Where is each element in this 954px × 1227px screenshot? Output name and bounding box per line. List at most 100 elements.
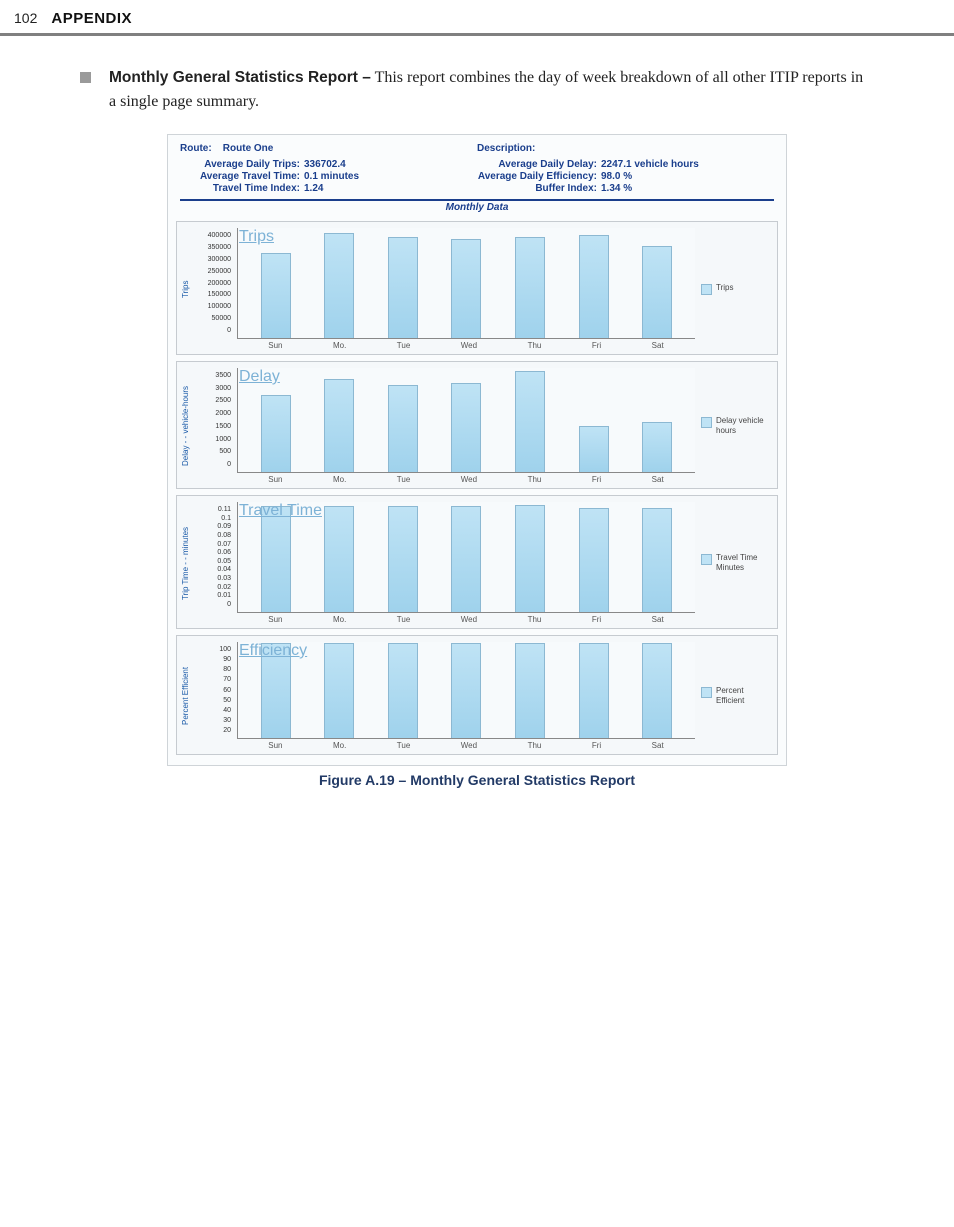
charts-container: TripsTrips400000350000300000250000200000… xyxy=(176,221,778,755)
x-tick: Sun xyxy=(268,341,282,350)
bar xyxy=(451,239,481,338)
x-tick: Wed xyxy=(461,341,477,350)
bars-group xyxy=(238,228,695,338)
bar xyxy=(324,506,354,612)
stat-value: 2247.1 vehicle hours xyxy=(601,159,699,170)
stat-line: Average Daily Delay:2247.1 vehicle hours xyxy=(477,159,774,170)
bullet-item: Monthly General Statistics Report – This… xyxy=(80,66,874,114)
monthly-data-heading: Monthly Data xyxy=(180,199,774,213)
legend-item: Travel Time Minutes xyxy=(701,553,773,572)
y-tick: 100000 xyxy=(193,303,231,310)
y-tick: 70 xyxy=(193,676,231,683)
x-tick: Tue xyxy=(397,475,411,484)
y-tick: 250000 xyxy=(193,268,231,275)
bar xyxy=(388,237,418,338)
legend-swatch-icon xyxy=(701,554,712,565)
y-tick: 0 xyxy=(193,461,231,468)
stat-label: Average Daily Efficiency: xyxy=(477,171,601,182)
chart-overlay-title: Delay xyxy=(239,368,280,386)
bar xyxy=(515,505,545,612)
bar xyxy=(261,395,291,472)
bar xyxy=(515,371,545,472)
y-tick: 90 xyxy=(193,656,231,663)
x-tick: Mo. xyxy=(333,341,346,350)
stat-label: Average Daily Trips: xyxy=(180,159,304,170)
x-tick: Wed xyxy=(461,475,477,484)
square-bullet-icon xyxy=(80,72,91,83)
x-ticks: Sun Mo. Tue Wed Thu Fri Sat xyxy=(237,473,695,484)
stat-value: 1.24 xyxy=(304,183,323,194)
x-tick: Sun xyxy=(268,475,282,484)
bar xyxy=(642,643,672,738)
y-tick: 20 xyxy=(193,727,231,734)
stat-value: 0.1 minutes xyxy=(304,171,359,182)
y-tick: 500 xyxy=(193,448,231,455)
x-tick: Fri xyxy=(592,475,601,484)
stat-line: Buffer Index:1.34 % xyxy=(477,183,774,194)
stat-value: 1.34 % xyxy=(601,183,632,194)
stat-label: Average Daily Delay: xyxy=(477,159,601,170)
route-value: Route One xyxy=(223,143,274,154)
chart-panel: TripsTrips400000350000300000250000200000… xyxy=(176,221,778,355)
chart-inner: Delay3500300025002000150010005000SunMo.T… xyxy=(193,368,695,484)
bars-group xyxy=(238,368,695,472)
stats-right: Average Daily Delay:2247.1 vehicle hours… xyxy=(477,158,774,195)
stat-value: 336702.4 xyxy=(304,159,346,170)
bar xyxy=(515,237,545,338)
stat-line: Travel Time Index:1.24 xyxy=(180,183,477,194)
y-tick: 0.09 xyxy=(193,523,231,530)
bar xyxy=(515,643,545,738)
y-tick: 0.11 xyxy=(193,506,231,513)
bullet-title: Monthly General Statistics Report – xyxy=(109,69,371,86)
bar xyxy=(451,383,481,472)
legend-item: Percent Efficient xyxy=(701,686,773,705)
y-tick: 400000 xyxy=(193,232,231,239)
x-tick: Sat xyxy=(652,475,664,484)
bar xyxy=(579,426,609,472)
chart-overlay-title: Efficiency xyxy=(239,642,307,660)
chart-legend: Travel Time Minutes xyxy=(695,502,773,624)
y-tick: 150000 xyxy=(193,291,231,298)
y-tick: 0.05 xyxy=(193,558,231,565)
y-tick: 350000 xyxy=(193,244,231,251)
page-header: 102 APPENDIX xyxy=(0,0,954,36)
y-ticks: 0.110.10.090.080.070.060.050.040.030.020… xyxy=(193,506,231,608)
legend-label: Trips xyxy=(716,283,733,293)
plot-area xyxy=(237,368,695,473)
y-tick: 0.06 xyxy=(193,549,231,556)
stat-label: Average Travel Time: xyxy=(180,171,304,182)
y-tick: 0.04 xyxy=(193,566,231,573)
x-tick: Sat xyxy=(652,341,664,350)
y-tick: 0 xyxy=(193,601,231,608)
bar xyxy=(324,379,354,472)
legend-item: Delay vehicle hours xyxy=(701,416,773,435)
y-tick: 50 xyxy=(193,697,231,704)
report-header: Route: Route One Description: Average Da… xyxy=(176,143,778,215)
figure-caption: Figure A.19 – Monthly General Statistics… xyxy=(167,772,787,788)
stat-line: Average Daily Efficiency:98.0 % xyxy=(477,171,774,182)
x-tick: Mo. xyxy=(333,475,346,484)
y-tick: 40 xyxy=(193,707,231,714)
x-ticks: SunMo.TueWedThuFriSat xyxy=(237,739,695,750)
y-tick: 0.02 xyxy=(193,584,231,591)
x-tick: Sat xyxy=(652,615,664,624)
page-number: 102 xyxy=(14,10,37,26)
x-tick: Mo. xyxy=(333,615,346,624)
y-tick: 0.01 xyxy=(193,592,231,599)
y-axis-label: Trips xyxy=(181,228,193,350)
x-tick: Sun xyxy=(268,615,282,624)
x-tick: Fri xyxy=(592,741,601,750)
bullet-paragraph: Monthly General Statistics Report – This… xyxy=(109,66,874,114)
x-tick: Sat xyxy=(652,741,664,750)
x-tick: Thu xyxy=(528,475,542,484)
content-body: Monthly General Statistics Report – This… xyxy=(0,36,954,816)
y-tick: 2000 xyxy=(193,410,231,417)
y-tick: 200000 xyxy=(193,280,231,287)
stat-line: Average Travel Time:0.1 minutes xyxy=(180,171,477,182)
x-tick: Sun xyxy=(268,741,282,750)
bar xyxy=(579,235,609,338)
y-ticks: 1009080706050403020 xyxy=(193,646,231,734)
chart-inner: Travel Time0.110.10.090.080.070.060.050.… xyxy=(193,502,695,624)
stat-label: Travel Time Index: xyxy=(180,183,304,194)
chart-panel: Trip Time - - minutesTravel Time0.110.10… xyxy=(176,495,778,629)
